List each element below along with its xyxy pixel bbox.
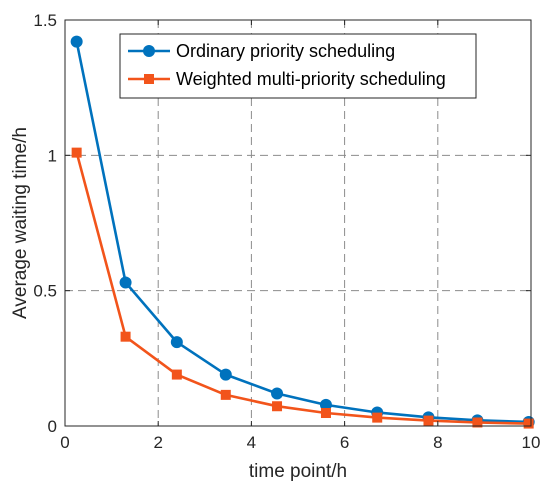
legend-label: Weighted multi-priority scheduling [176, 69, 446, 89]
data-point [472, 417, 483, 428]
data-point [171, 369, 182, 380]
data-point [120, 331, 131, 342]
legend: Ordinary priority scheduling Weighted mul… [119, 33, 477, 99]
data-point [523, 418, 534, 429]
x-axis-label: time point/h [249, 461, 347, 482]
y-tick-label: 0.5 [33, 282, 57, 301]
data-point [372, 412, 383, 423]
series-2 [71, 147, 534, 429]
data-point [272, 401, 283, 412]
x-tick-label: 6 [340, 433, 349, 452]
data-point [119, 276, 132, 289]
legend-marker [143, 45, 155, 57]
series-line [75, 152, 529, 425]
x-tick-label: 0 [60, 433, 69, 452]
y-tick-label: 0 [48, 417, 57, 436]
tick-labels: 0 2 4 6 8 10 0 0.5 1 1.5 [33, 11, 540, 452]
y-tick-label: 1 [48, 146, 57, 165]
legend-marker [144, 74, 154, 84]
y-axis-label: Average waiting time/h [10, 127, 31, 319]
data-point [220, 389, 231, 400]
data-point [219, 368, 232, 381]
x-tick-label: 2 [153, 433, 162, 452]
data-point [70, 35, 83, 48]
axis-ticks [64, 19, 532, 427]
data-point [423, 415, 434, 426]
series-layer [70, 35, 535, 429]
data-point [319, 398, 332, 411]
y-tick-label: 1.5 [33, 11, 57, 30]
data-point [170, 336, 183, 349]
series-line [75, 41, 529, 424]
data-point [271, 387, 284, 400]
legend-entry-2: Weighted multi-priority scheduling [128, 69, 446, 89]
plot-frame [64, 19, 532, 427]
x-tick-label: 10 [522, 433, 541, 452]
legend-entry-1: Ordinary priority scheduling [128, 41, 395, 61]
x-tick-label: 4 [247, 433, 256, 452]
legend-label: Ordinary priority scheduling [176, 41, 395, 61]
x-tick-label: 8 [433, 433, 442, 452]
legend-box [119, 33, 477, 99]
data-point [320, 408, 331, 419]
data-point [71, 147, 82, 158]
